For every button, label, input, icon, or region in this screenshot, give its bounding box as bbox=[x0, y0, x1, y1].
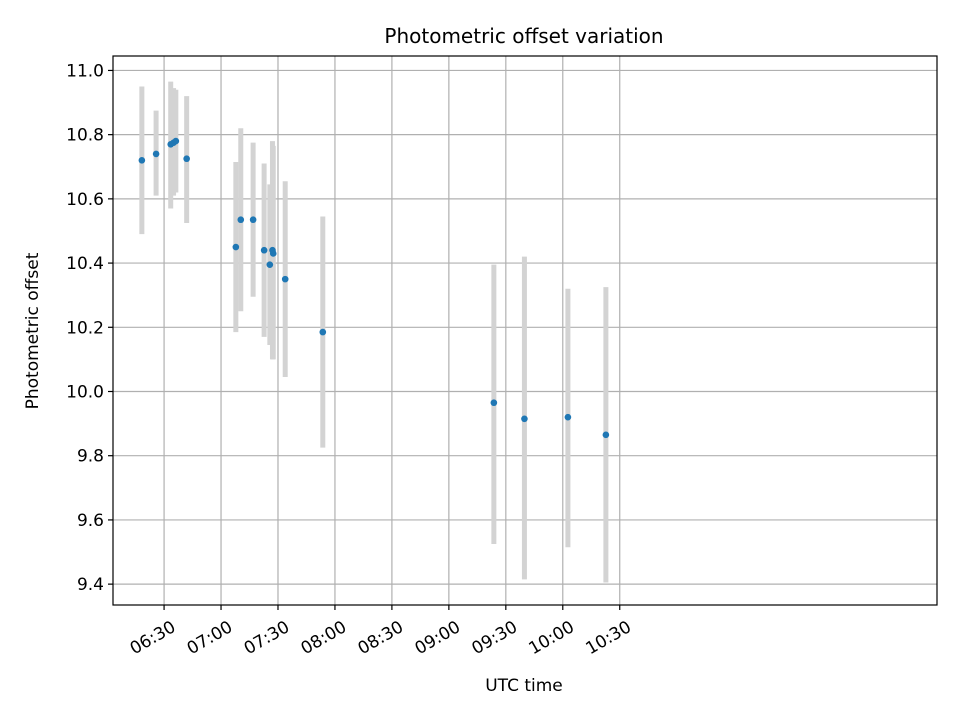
data-points bbox=[138, 137, 610, 439]
y-tick-label-7: 10.8 bbox=[66, 126, 104, 146]
y-tick-label-5: 10.4 bbox=[66, 254, 104, 274]
data-point-8 bbox=[249, 216, 257, 224]
y-tick-label-4: 10.2 bbox=[66, 318, 104, 338]
data-point-18 bbox=[602, 431, 610, 439]
data-point-1 bbox=[152, 150, 160, 158]
data-point-9 bbox=[260, 246, 268, 254]
y-tick-label-3: 10.0 bbox=[66, 383, 104, 403]
data-point-15 bbox=[490, 399, 498, 407]
y-tick-label-2: 9.8 bbox=[77, 447, 104, 467]
y-tick-label-8: 11.0 bbox=[66, 61, 104, 81]
data-point-7 bbox=[237, 216, 245, 224]
plot-frame bbox=[112, 55, 938, 606]
data-point-12 bbox=[269, 250, 277, 257]
y-tick-label-6: 10.6 bbox=[66, 190, 104, 210]
y-tick-label-0: 9.4 bbox=[77, 575, 104, 595]
y-tick-label-1: 9.6 bbox=[77, 511, 104, 531]
data-point-4 bbox=[172, 137, 180, 145]
data-point-5 bbox=[183, 155, 190, 163]
chart-title: Photometric offset variation bbox=[384, 24, 663, 48]
y-axis-ticks: 9.4 9.6 9.8 10.0 10.2 10.4 10.6 10.8 11.0 bbox=[66, 61, 113, 595]
data-point-14 bbox=[319, 328, 327, 336]
y-axis-label: Photometric offset bbox=[23, 252, 43, 409]
data-point-13 bbox=[281, 275, 289, 283]
data-point-16 bbox=[521, 415, 528, 423]
data-point-6 bbox=[232, 243, 240, 251]
data-point-10 bbox=[266, 261, 274, 268]
data-point-0 bbox=[138, 157, 146, 164]
data-point-17 bbox=[564, 413, 572, 421]
x-axis-label: UTC time bbox=[485, 676, 563, 696]
